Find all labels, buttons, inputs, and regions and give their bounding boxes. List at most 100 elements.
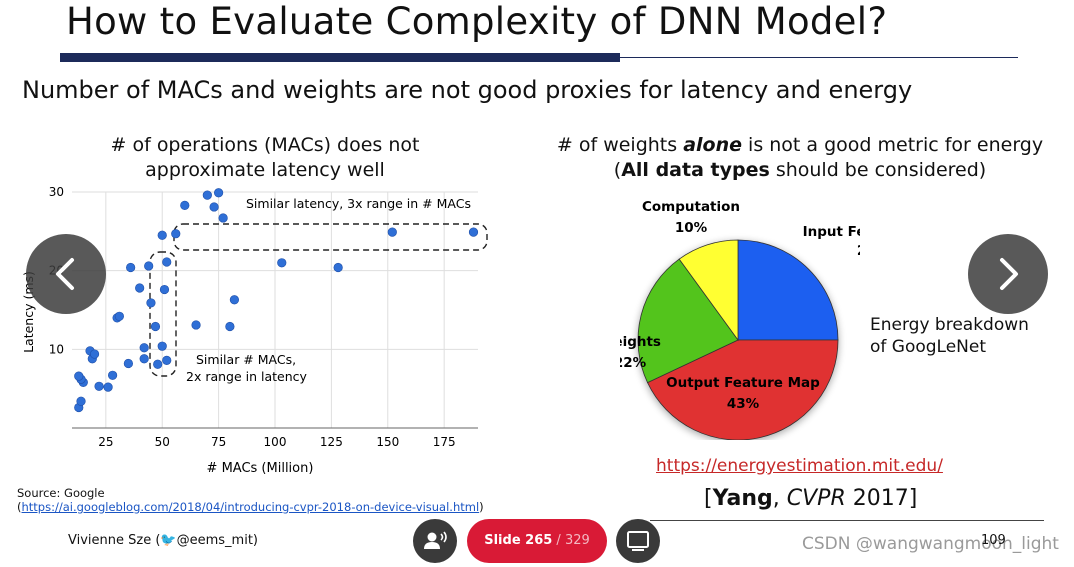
similar-latency-box (173, 223, 488, 251)
x-tick-label: 100 (264, 435, 287, 449)
annotation-similar-macs: Similar # MACs, (196, 352, 296, 367)
right-heading-post: is not a good metric for energy (742, 134, 1044, 156)
citation-open: [ (704, 486, 713, 511)
annotation-boxes: Similar latency, 3x range in # MACs Simi… (149, 196, 488, 384)
scatter-point (153, 359, 163, 369)
scatter-point (74, 371, 84, 381)
pie-slice (678, 239, 739, 342)
scatter-point (387, 227, 397, 237)
scatter-point (162, 257, 172, 267)
right-heading: # of weights alone is not a good metric … (520, 133, 1074, 183)
slide-counter[interactable]: Slide 265 / 329 (467, 519, 607, 563)
source-label: Source: Google (17, 486, 105, 500)
scatter-point (89, 349, 100, 359)
scatter-point (139, 354, 149, 364)
title-underline-rule (620, 57, 1018, 58)
pie-category-label: Input Feature Map (803, 224, 860, 240)
scatter-points (74, 188, 479, 413)
left-heading: # of operations (MACs) does not approxim… (70, 133, 460, 183)
pie-value-label: 25% (857, 243, 860, 259)
energy-estimation-link[interactable]: https://energyestimation.mit.edu/ (656, 456, 943, 476)
pie-slice (737, 239, 839, 341)
scatter-point (214, 188, 224, 198)
screen-icon (627, 531, 649, 551)
left-heading-line2: approximate latency well (145, 159, 385, 181)
scatter-point (139, 343, 149, 353)
scatter-point (144, 261, 154, 271)
slide-subtitle: Number of MACs and weights are not good … (22, 76, 913, 104)
scatter-point (468, 227, 479, 237)
footer-author-name: Vivienne Sze ( (68, 533, 161, 548)
pie-labels: Input Feature Map 25% Output Feature Map 43… (620, 199, 860, 412)
scatter-point (150, 321, 161, 332)
scatter-point (218, 213, 228, 223)
footer-rule (650, 520, 1044, 521)
x-tick-label: 175 (433, 435, 456, 449)
scatter-point (114, 311, 124, 321)
right-heading2-rest: should be considered) (769, 159, 987, 181)
energy-pie-chart: Input Feature Map 25% Output Feature Map 43… (620, 199, 860, 440)
scatter-point (333, 262, 343, 273)
screen-toggle-button[interactable] (616, 519, 660, 563)
slide-counter-total: / 329 (552, 533, 590, 548)
x-tick-label: 150 (376, 435, 399, 449)
scatter-point (157, 341, 167, 351)
scatter-grid (72, 191, 478, 428)
y-tick-label: 30 (49, 185, 64, 199)
citation-year: 2017] (845, 486, 918, 511)
scatter-point (126, 262, 136, 273)
twitter-bird-icon: 🐦 (160, 533, 177, 548)
scatter-point (157, 230, 167, 240)
participants-button[interactable] (413, 519, 457, 563)
annotation-2x-latency: 2x range in latency (186, 369, 308, 384)
energy-label-line1: Energy breakdown (870, 315, 1029, 335)
pie-slice (646, 339, 839, 440)
left-heading-line1: # of operations (MACs) does not (110, 134, 420, 156)
right-heading-line1: # of weights alone is not a good metric … (520, 133, 1074, 158)
slide-title: How to Evaluate Complexity of DNN Model? (66, 0, 888, 43)
scatter-point (76, 396, 86, 406)
previous-slide-button[interactable] (26, 234, 106, 314)
pie-category-label: Computation (642, 199, 740, 215)
footer-handle: @eems_mit) (176, 533, 258, 548)
similar-macs-box (149, 251, 177, 377)
right-heading-line2: (All data types should be considered) (520, 158, 1074, 183)
title-underline-bar (60, 53, 620, 62)
csdn-watermark: CSDN @wangwangmoon_light (802, 534, 1059, 554)
scatter-point (225, 321, 235, 332)
scatter-point (277, 258, 287, 268)
citation: [Yang, CVPR 2017] (704, 486, 918, 511)
scatter-point (171, 229, 181, 239)
pie-value-label: 22% (620, 355, 647, 371)
energy-label-line2: of GoogLeNet (870, 337, 987, 357)
scatter-point (146, 298, 156, 308)
right-heading2-open: ( (613, 159, 622, 181)
scatter-point (229, 295, 239, 305)
citation-venue: CVPR (786, 486, 846, 511)
source-link[interactable]: https://ai.googleblog.com/2018/04/introd… (21, 500, 480, 514)
pie-category-label: Weights (620, 334, 661, 350)
annotation-similar-latency: Similar latency, 3x range in # MACs (246, 196, 471, 211)
scatter-point (191, 320, 201, 330)
scatter-point (123, 358, 133, 369)
pie-category-label: Output Feature Map (666, 375, 820, 391)
scatter-point (162, 355, 172, 365)
x-tick-label: 50 (155, 435, 170, 449)
chevron-left-icon (56, 258, 74, 290)
scatter-point (94, 381, 104, 391)
footer-author: Vivienne Sze (🐦@eems_mit) (68, 533, 258, 548)
pie-value-label: 10% (675, 220, 708, 236)
citation-author: Yang (712, 486, 773, 511)
right-heading2-bold: All data types (621, 159, 770, 181)
scatter-point (209, 202, 219, 212)
next-slide-button[interactable] (968, 234, 1048, 314)
scatter-point (202, 190, 212, 200)
source-note: Source: Google (https://ai.googleblog.co… (17, 486, 484, 514)
source-close-paren: ) (479, 500, 484, 514)
pie-slice (637, 258, 739, 384)
page-number: 109 (981, 533, 1006, 548)
x-tick-label: 25 (98, 435, 113, 449)
x-axis-label: # MACs (Million) (207, 461, 314, 476)
pie-slices (637, 239, 839, 440)
